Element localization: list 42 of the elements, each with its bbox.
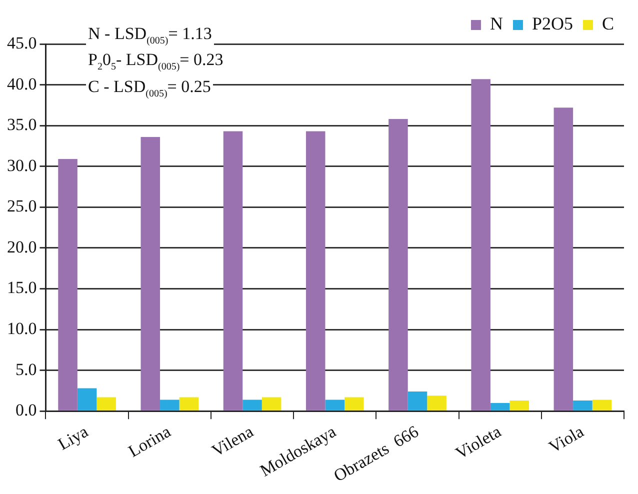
bar xyxy=(388,119,408,410)
legend-label: P2O5 xyxy=(532,14,573,34)
bar xyxy=(96,397,116,410)
annotation: N - LSD$_{(005)}$= 1.13 xyxy=(86,24,214,50)
bar xyxy=(179,397,199,410)
x-tick-label: Violeta xyxy=(452,422,505,463)
y-tick-label: 45.0 xyxy=(7,33,37,52)
y-tick-label: 15.0 xyxy=(7,278,37,298)
x-tick-label: Lorina xyxy=(125,422,174,461)
bar xyxy=(592,400,612,410)
bar xyxy=(262,397,282,410)
bar xyxy=(510,400,529,410)
bar xyxy=(490,402,510,410)
y-tick-label: 10.0 xyxy=(7,319,37,338)
bar xyxy=(427,396,446,410)
bar xyxy=(554,108,574,410)
bar xyxy=(160,400,180,410)
y-tick-label: 30.0 xyxy=(7,156,37,175)
bar xyxy=(306,131,326,410)
y-tick-label: 5.0 xyxy=(16,360,37,379)
bar xyxy=(573,400,592,410)
x-tick-label: Vilena xyxy=(208,422,257,460)
bar xyxy=(408,392,428,410)
legend-label: C xyxy=(602,14,614,34)
annotation: P$_{2}$0$_{5}$- LSD$_{(005)}$= 0.23 xyxy=(86,50,226,77)
annotation: C - LSD$_{(005)}$= 0.25 xyxy=(86,76,213,104)
bar xyxy=(471,79,490,410)
bar xyxy=(325,400,345,410)
bar xyxy=(77,388,97,410)
x-tick-label: Liya xyxy=(54,422,92,454)
bar xyxy=(140,137,160,410)
bar xyxy=(242,400,262,410)
bar xyxy=(223,131,243,410)
y-tick-label: 0.0 xyxy=(16,400,37,420)
y-tick-label: 35.0 xyxy=(7,115,37,134)
y-tick-label: 40.0 xyxy=(7,74,37,94)
bar xyxy=(344,397,364,410)
legend-label: N xyxy=(490,14,503,34)
y-tick-label: 20.0 xyxy=(7,237,37,256)
x-tick-label: Viola xyxy=(546,422,588,457)
bar xyxy=(58,159,78,410)
y-tick-label: 25.0 xyxy=(7,196,37,216)
